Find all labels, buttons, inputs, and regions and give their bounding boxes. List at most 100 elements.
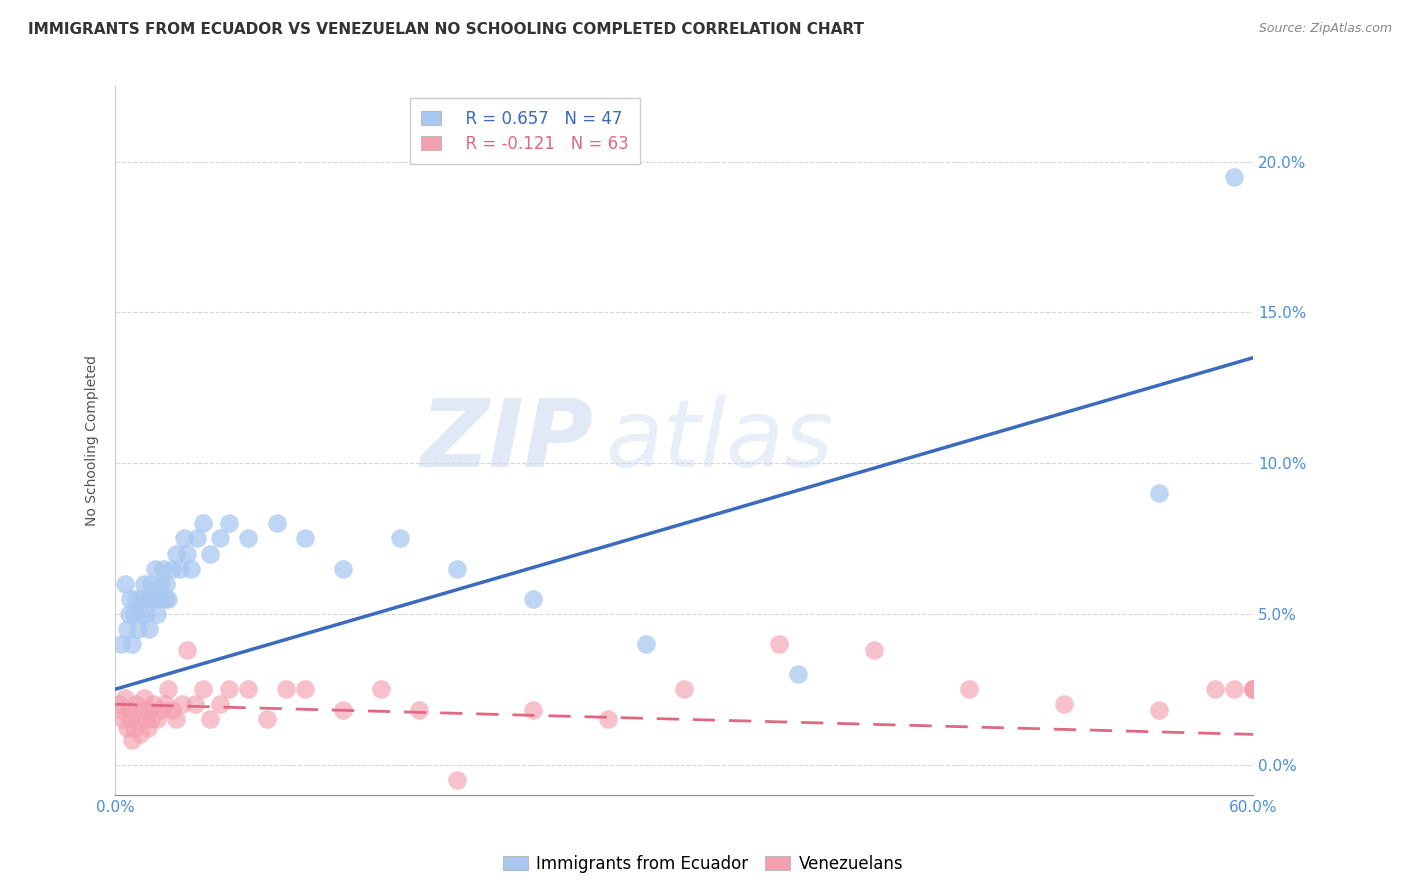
- Point: [117, 703, 139, 717]
- Point: [149, 576, 172, 591]
- Point: [370, 682, 392, 697]
- Point: [294, 682, 316, 697]
- Point: [191, 682, 214, 697]
- Point: [131, 703, 153, 717]
- Point: [132, 691, 155, 706]
- Point: [160, 703, 183, 717]
- Text: IMMIGRANTS FROM ECUADOR VS VENEZUELAN NO SCHOOLING COMPLETED CORRELATION CHART: IMMIGRANTS FROM ECUADOR VS VENEZUELAN NO…: [28, 22, 865, 37]
- Point: [256, 712, 278, 726]
- Point: [157, 591, 180, 606]
- Point: [522, 703, 544, 717]
- Point: [957, 682, 980, 697]
- Point: [129, 607, 152, 621]
- Point: [125, 591, 148, 606]
- Point: [160, 561, 183, 575]
- Point: [332, 561, 354, 575]
- Point: [198, 547, 221, 561]
- Point: [127, 712, 149, 726]
- Point: [176, 643, 198, 657]
- Point: [1147, 703, 1170, 717]
- Point: [129, 727, 152, 741]
- Point: [146, 712, 169, 726]
- Point: [274, 682, 297, 697]
- Point: [121, 733, 143, 747]
- Point: [138, 622, 160, 636]
- Point: [218, 682, 240, 697]
- Text: Source: ZipAtlas.com: Source: ZipAtlas.com: [1258, 22, 1392, 36]
- Legend:   R = 0.657   N = 47,   R = -0.121   N = 63: R = 0.657 N = 47, R = -0.121 N = 63: [409, 98, 640, 164]
- Point: [143, 561, 166, 575]
- Point: [446, 772, 468, 787]
- Point: [1241, 682, 1264, 697]
- Point: [1147, 486, 1170, 500]
- Point: [176, 547, 198, 561]
- Point: [141, 576, 163, 591]
- Point: [135, 712, 157, 726]
- Point: [1241, 682, 1264, 697]
- Point: [127, 622, 149, 636]
- Point: [673, 682, 696, 697]
- Point: [165, 712, 187, 726]
- Point: [122, 722, 145, 736]
- Point: [332, 703, 354, 717]
- Point: [169, 561, 191, 575]
- Point: [125, 698, 148, 712]
- Point: [636, 637, 658, 651]
- Point: [186, 532, 208, 546]
- Point: [115, 722, 138, 736]
- Point: [208, 698, 231, 712]
- Point: [114, 691, 136, 706]
- Point: [180, 561, 202, 575]
- Point: [110, 637, 132, 651]
- Point: [863, 643, 886, 657]
- Point: [120, 712, 142, 726]
- Point: [1241, 682, 1264, 697]
- Point: [136, 722, 159, 736]
- Point: [1204, 682, 1226, 697]
- Point: [142, 591, 165, 606]
- Point: [170, 698, 193, 712]
- Point: [135, 607, 157, 621]
- Point: [138, 703, 160, 717]
- Point: [236, 532, 259, 546]
- Point: [115, 622, 138, 636]
- Point: [111, 712, 134, 726]
- Text: atlas: atlas: [605, 395, 832, 486]
- Point: [1223, 169, 1246, 184]
- Point: [136, 591, 159, 606]
- Point: [117, 607, 139, 621]
- Point: [446, 561, 468, 575]
- Point: [142, 698, 165, 712]
- Point: [149, 703, 172, 717]
- Point: [236, 682, 259, 697]
- Point: [191, 516, 214, 531]
- Point: [153, 591, 176, 606]
- Point: [408, 703, 430, 717]
- Point: [208, 532, 231, 546]
- Point: [132, 576, 155, 591]
- Text: ZIP: ZIP: [420, 394, 593, 486]
- Point: [173, 532, 195, 546]
- Point: [522, 591, 544, 606]
- Point: [1053, 698, 1076, 712]
- Legend: Immigrants from Ecuador, Venezuelans: Immigrants from Ecuador, Venezuelans: [496, 848, 910, 880]
- Point: [388, 532, 411, 546]
- Point: [787, 667, 810, 681]
- Point: [121, 637, 143, 651]
- Point: [1223, 682, 1246, 697]
- Point: [148, 591, 170, 606]
- Point: [110, 703, 132, 717]
- Point: [122, 607, 145, 621]
- Point: [266, 516, 288, 531]
- Point: [108, 698, 131, 712]
- Point: [120, 591, 142, 606]
- Point: [153, 698, 176, 712]
- Point: [198, 712, 221, 726]
- Point: [152, 561, 174, 575]
- Point: [114, 576, 136, 591]
- Point: [294, 532, 316, 546]
- Y-axis label: No Schooling Completed: No Schooling Completed: [86, 355, 100, 526]
- Point: [218, 516, 240, 531]
- Point: [146, 607, 169, 621]
- Point: [598, 712, 620, 726]
